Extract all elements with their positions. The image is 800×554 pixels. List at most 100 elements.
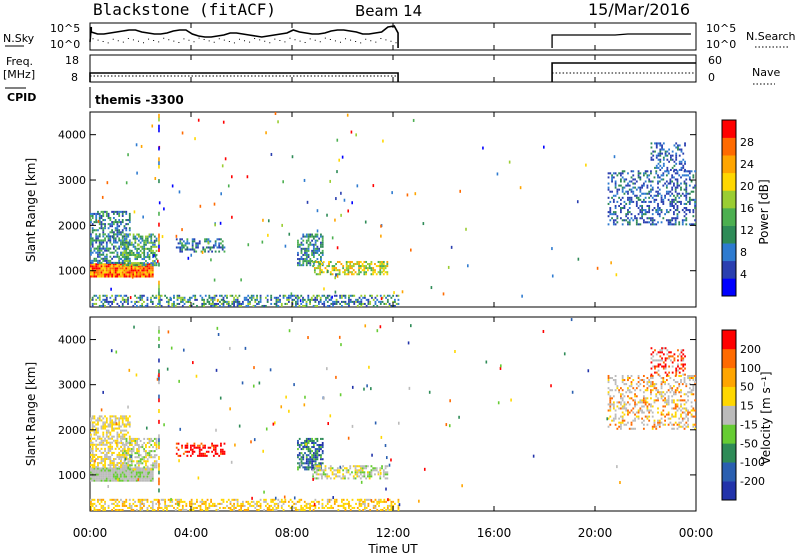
range-cell bbox=[314, 298, 317, 301]
range-cell bbox=[302, 298, 304, 301]
range-cell bbox=[302, 300, 304, 303]
range-cell bbox=[134, 468, 137, 471]
range-cell bbox=[642, 379, 645, 382]
range-cell bbox=[236, 296, 239, 299]
range-cell bbox=[356, 506, 359, 509]
range-cell bbox=[314, 233, 317, 236]
range-cell bbox=[683, 194, 686, 197]
range-cell bbox=[286, 298, 288, 301]
range-cell bbox=[143, 258, 146, 261]
range-cell bbox=[673, 198, 675, 201]
range-cell bbox=[134, 444, 137, 447]
range-cell bbox=[125, 466, 128, 469]
range-cell bbox=[135, 373, 138, 377]
range-cell bbox=[680, 421, 682, 424]
range-cell bbox=[329, 469, 332, 472]
range-cell bbox=[238, 424, 241, 428]
range-cell bbox=[303, 403, 306, 407]
range-cell bbox=[123, 271, 126, 274]
range-cell bbox=[102, 423, 105, 426]
range-cell bbox=[91, 237, 94, 240]
range-cell bbox=[358, 465, 360, 468]
range-cell bbox=[112, 451, 115, 454]
range-cell bbox=[318, 302, 320, 305]
range-cell bbox=[236, 302, 239, 305]
range-cell bbox=[93, 498, 96, 501]
range-cell bbox=[112, 298, 115, 301]
range-cell bbox=[114, 479, 117, 482]
range-cell bbox=[229, 407, 231, 411]
range-cell bbox=[304, 395, 306, 399]
range-cell bbox=[141, 271, 144, 274]
range-cell bbox=[381, 508, 384, 511]
range-cell bbox=[694, 207, 697, 210]
range-cell bbox=[667, 403, 670, 406]
range-cell bbox=[123, 473, 126, 476]
range-cell bbox=[173, 294, 175, 297]
range-cell bbox=[180, 500, 182, 503]
range-cell bbox=[265, 131, 267, 135]
range-cell bbox=[132, 245, 135, 248]
range-cell bbox=[650, 383, 652, 386]
range-cell bbox=[680, 405, 682, 408]
range-cell bbox=[210, 498, 212, 501]
range-cell bbox=[690, 374, 693, 378]
range-cell bbox=[349, 263, 352, 266]
range-cell bbox=[312, 260, 314, 264]
range-cell bbox=[358, 302, 361, 305]
range-cell bbox=[158, 481, 160, 486]
range-cell bbox=[112, 462, 115, 465]
range-cell bbox=[313, 271, 316, 274]
range-cell bbox=[95, 257, 98, 260]
range-cell bbox=[132, 271, 135, 274]
range-cell bbox=[181, 246, 183, 249]
range-cell bbox=[639, 188, 642, 191]
velocity-colorbar-tick-label: 15 bbox=[740, 400, 754, 413]
range-cell bbox=[141, 265, 144, 268]
range-cell bbox=[134, 469, 136, 472]
range-cell bbox=[152, 456, 154, 459]
range-cell bbox=[671, 204, 674, 208]
range-cell bbox=[254, 300, 257, 303]
range-cell bbox=[200, 454, 203, 457]
range-cell bbox=[674, 403, 677, 406]
range-cell bbox=[676, 180, 679, 183]
range-cell bbox=[112, 506, 115, 509]
range-cell bbox=[136, 171, 138, 175]
range-cell bbox=[332, 300, 334, 303]
range-cell bbox=[675, 156, 678, 159]
range-cell bbox=[125, 471, 128, 474]
range-cell bbox=[298, 508, 301, 511]
range-cell bbox=[627, 221, 629, 224]
range-cell bbox=[667, 170, 670, 173]
range-cell bbox=[688, 172, 691, 175]
range-cell bbox=[651, 385, 654, 388]
range-cell bbox=[205, 238, 208, 241]
range-cell bbox=[201, 508, 204, 511]
range-cell bbox=[105, 429, 108, 432]
range-cell bbox=[121, 265, 124, 268]
range-cell bbox=[680, 160, 683, 163]
range-cell bbox=[111, 302, 114, 305]
range-cell bbox=[316, 233, 319, 236]
range-cell bbox=[646, 174, 649, 177]
range-cell bbox=[297, 251, 299, 254]
range-cell bbox=[125, 425, 128, 428]
power-colorbar-tick-label: 8 bbox=[740, 246, 747, 259]
range-cell bbox=[111, 437, 114, 440]
range-cell bbox=[105, 479, 108, 482]
range-cell bbox=[116, 273, 119, 276]
range-cell bbox=[692, 186, 695, 189]
range-cell bbox=[297, 444, 299, 447]
range-cell bbox=[97, 271, 99, 274]
range-cell bbox=[655, 166, 658, 169]
range-cell bbox=[176, 298, 179, 301]
range-cell bbox=[109, 419, 112, 422]
range-cell bbox=[386, 294, 389, 297]
range-cell bbox=[687, 419, 689, 422]
range-cell bbox=[123, 437, 126, 440]
range-cell bbox=[204, 240, 206, 243]
range-cell bbox=[158, 128, 160, 133]
range-cell bbox=[331, 467, 334, 470]
range-cell bbox=[370, 269, 373, 272]
